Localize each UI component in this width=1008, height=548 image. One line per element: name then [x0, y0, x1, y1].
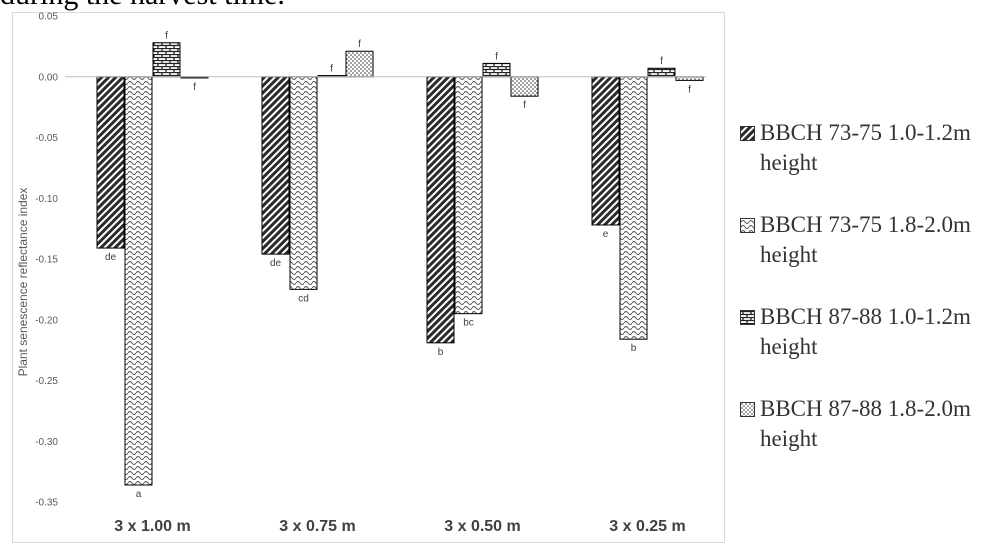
data-label: b — [438, 347, 444, 358]
legend-swatch — [740, 402, 755, 417]
y-tick-label: -0.05 — [35, 133, 58, 144]
data-label: de — [270, 258, 282, 269]
y-tick-label: 0.00 — [39, 72, 59, 83]
bar — [345, 50, 374, 78]
data-label: e — [603, 229, 609, 240]
bar — [96, 76, 125, 249]
category-labels: 3 x 1.00 m 3 x 0.75 m 3 x 0.50 m 3 x 0.25 m — [114, 518, 686, 535]
y-tick-label: -0.30 — [35, 437, 58, 448]
legend-label: BBCH 73-75 1.8-2.0m height — [760, 212, 971, 267]
y-tick-label: 0.05 — [39, 12, 59, 23]
data-label: f — [358, 39, 361, 50]
data-label: f — [688, 84, 691, 95]
data-label: f — [660, 56, 663, 67]
data-label: f — [523, 100, 526, 111]
legend-swatch — [740, 310, 755, 325]
y-tick-label: -0.15 — [35, 255, 58, 266]
bar — [675, 76, 704, 81]
bar — [647, 67, 676, 78]
legend-label: BBCH 87-88 1.8-2.0m height — [760, 396, 971, 451]
bar-chart: Plant senescence reflectance index 0.050… — [12, 12, 725, 543]
bar — [591, 76, 620, 226]
y-tick-label: -0.20 — [35, 315, 58, 326]
bar — [261, 76, 290, 255]
category-label: 3 x 0.75 m — [279, 518, 356, 535]
y-axis-label: Plant senescence reflectance index — [16, 188, 30, 377]
legend-swatch — [740, 218, 755, 233]
data-label: b — [631, 343, 637, 354]
data-label: f — [193, 82, 196, 93]
legend-label: BBCH 73-75 1.0-1.2m height — [760, 120, 971, 175]
bar — [426, 76, 455, 344]
legend: BBCH 73-75 1.0-1.2m height BBCH 73-75 1.8… — [726, 118, 1006, 486]
data-label: de — [105, 252, 117, 263]
data-label: f — [330, 64, 333, 75]
bar — [482, 62, 511, 78]
bar — [289, 76, 318, 290]
legend-label: BBCH 87-88 1.0-1.2m height — [760, 304, 971, 359]
legend-item: BBCH 73-75 1.0-1.2m height — [726, 118, 1006, 178]
figure-caption: during the harvest time. — [0, 0, 285, 12]
legend-item: BBCH 87-88 1.8-2.0m height — [726, 394, 1006, 454]
bars — [96, 42, 704, 486]
bar — [124, 76, 153, 486]
legend-item: BBCH 73-75 1.8-2.0m height — [726, 210, 1006, 270]
legend-item: BBCH 87-88 1.0-1.2m height — [726, 302, 1006, 362]
y-tick-label: -0.10 — [35, 194, 58, 205]
data-label: cd — [298, 293, 309, 304]
bar — [152, 42, 181, 78]
bar — [454, 76, 483, 315]
bar — [619, 76, 648, 340]
data-label: f — [165, 31, 168, 42]
plot-border — [12, 12, 725, 543]
category-label: 3 x 0.25 m — [609, 518, 686, 535]
legend-swatch — [740, 126, 755, 141]
category-label: 3 x 0.50 m — [444, 518, 521, 535]
data-label: a — [136, 489, 142, 500]
data-label: bc — [463, 318, 474, 329]
data-label: f — [495, 51, 498, 62]
bar — [510, 76, 539, 97]
y-tick-labels: 0.05 0.00 -0.05 -0.10 -0.15 -0.20 -0.25 -0.30 -0… — [35, 12, 58, 509]
y-tick-label: -0.25 — [35, 376, 58, 387]
data-labels: de a f f de cd f f b bc f f e b f f — [105, 31, 691, 500]
category-label: 3 x 1.00 m — [114, 518, 191, 535]
y-tick-label: -0.35 — [35, 498, 58, 509]
